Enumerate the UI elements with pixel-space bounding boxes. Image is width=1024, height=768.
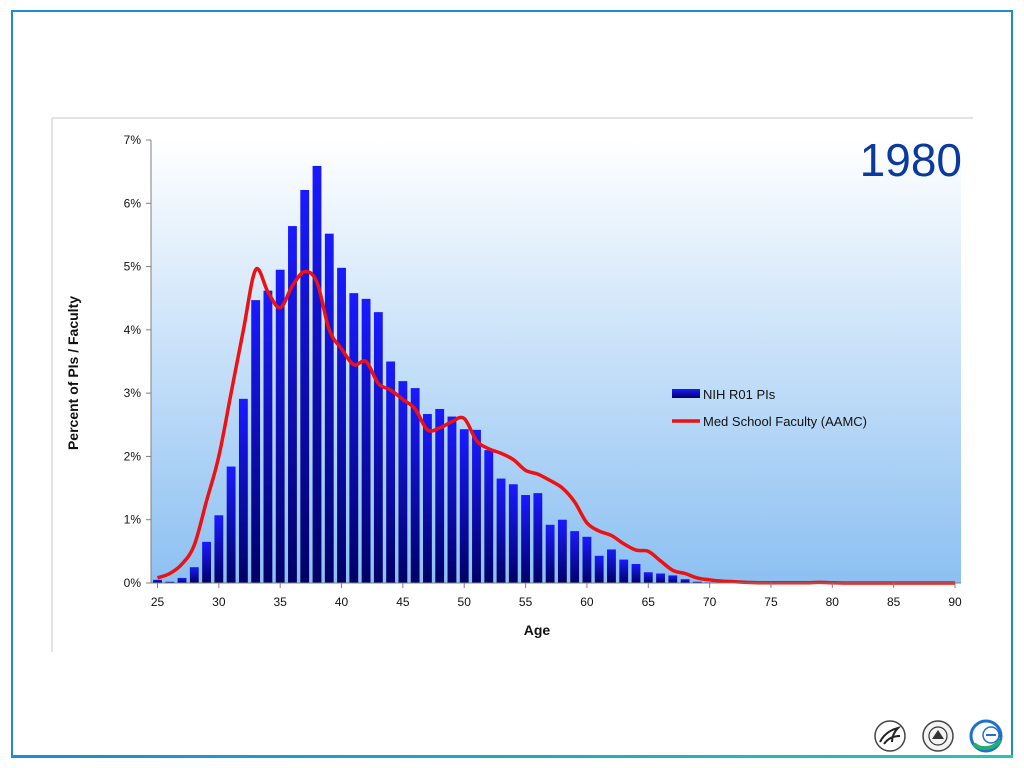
y-tick-label: 4% bbox=[124, 323, 142, 337]
bar bbox=[238, 398, 248, 583]
bar bbox=[398, 381, 408, 583]
bar bbox=[619, 559, 629, 583]
x-tick-label: 45 bbox=[396, 595, 410, 609]
x-tick-label: 40 bbox=[335, 595, 349, 609]
bar bbox=[324, 233, 334, 584]
bar bbox=[251, 300, 261, 583]
x-tick-label: 75 bbox=[764, 595, 778, 609]
bar bbox=[447, 416, 457, 583]
bar bbox=[607, 549, 616, 583]
bar bbox=[189, 567, 199, 583]
bar bbox=[570, 531, 580, 583]
bar bbox=[435, 408, 445, 583]
bar bbox=[349, 293, 359, 583]
bar bbox=[300, 189, 310, 583]
x-axis-title: Age bbox=[524, 622, 551, 638]
hhs-eagle-icon bbox=[874, 720, 906, 752]
bar bbox=[643, 572, 653, 583]
bar bbox=[410, 388, 420, 583]
y-tick-label: 7% bbox=[124, 133, 142, 147]
legend-label-faculty: Med School Faculty (AAMC) bbox=[703, 414, 867, 429]
bar bbox=[373, 312, 383, 583]
year-annotation: 1980 bbox=[860, 134, 962, 186]
y-tick-label: 0% bbox=[124, 576, 142, 590]
bar bbox=[692, 581, 702, 583]
bar bbox=[423, 414, 432, 583]
x-tick-label: 35 bbox=[274, 595, 288, 609]
bar bbox=[275, 269, 285, 583]
bar bbox=[668, 575, 678, 583]
y-tick-label: 6% bbox=[124, 196, 142, 210]
bar bbox=[496, 478, 506, 583]
bar bbox=[288, 226, 297, 583]
y-tick-label: 3% bbox=[124, 386, 142, 400]
footer-logos bbox=[874, 719, 1003, 753]
bar-series bbox=[153, 165, 715, 584]
x-tick-label: 85 bbox=[887, 595, 901, 609]
bar bbox=[165, 581, 175, 583]
bar bbox=[533, 493, 543, 583]
bar bbox=[508, 484, 518, 583]
x-tick-label: 65 bbox=[642, 595, 656, 609]
bar bbox=[656, 573, 665, 583]
bar bbox=[582, 536, 592, 583]
bar bbox=[214, 515, 224, 583]
x-tick-label: 25 bbox=[151, 595, 165, 609]
y-axis-title: Percent of PIs / Faculty bbox=[65, 296, 81, 450]
y-tick-label: 5% bbox=[124, 260, 142, 274]
bar bbox=[361, 298, 371, 583]
line-series-faculty bbox=[156, 266, 955, 585]
x-tick-label: 30 bbox=[212, 595, 226, 609]
x-tick-label: 80 bbox=[826, 595, 840, 609]
bar bbox=[226, 466, 236, 583]
x-axis-ticks: 25 30 35 40 45 50 55 60 65 70 75 80 85 90 bbox=[151, 583, 962, 609]
y-tick-label: 2% bbox=[124, 449, 142, 463]
nih-seal-icon bbox=[922, 720, 954, 752]
legend-label-pis: NIH R01 PIs bbox=[703, 387, 776, 402]
x-tick-label: 90 bbox=[948, 595, 962, 609]
legend-bar-swatch bbox=[672, 389, 700, 398]
bar bbox=[312, 165, 322, 583]
x-tick-label: 50 bbox=[458, 595, 472, 609]
bar bbox=[594, 555, 604, 583]
bar bbox=[459, 429, 469, 583]
bar bbox=[631, 564, 641, 583]
legend: NIH R01 PIs Med School Faculty (AAMC) bbox=[672, 387, 867, 429]
bar bbox=[557, 519, 567, 583]
y-tick-label: 1% bbox=[124, 513, 142, 527]
bar bbox=[521, 495, 530, 583]
bar bbox=[680, 579, 690, 583]
plot-background bbox=[151, 140, 961, 583]
bar bbox=[177, 577, 187, 583]
x-tick-label: 55 bbox=[519, 595, 533, 609]
bar bbox=[472, 429, 481, 583]
x-tick-label: 60 bbox=[580, 595, 594, 609]
bar bbox=[263, 290, 273, 583]
bar bbox=[337, 267, 346, 583]
bar bbox=[153, 579, 162, 583]
x-tick-label: 70 bbox=[703, 595, 717, 609]
bar bbox=[545, 524, 555, 583]
bar bbox=[202, 541, 211, 583]
bar bbox=[386, 361, 396, 583]
y-axis-ticks: 0% 1% 2% 3% 4% 5% 6% 7% bbox=[124, 133, 151, 590]
bar bbox=[484, 450, 494, 583]
oer-logo-icon bbox=[969, 719, 1003, 753]
